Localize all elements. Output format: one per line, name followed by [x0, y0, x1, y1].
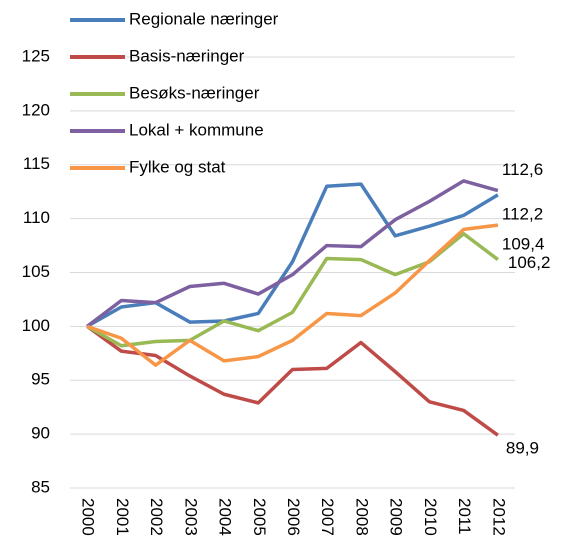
x-tick-label: 2006	[284, 498, 303, 536]
y-tick-label: 115	[23, 154, 50, 173]
legend-label: Regionale næringer	[129, 9, 279, 28]
y-tick-label: 105	[22, 262, 50, 281]
data-label: 106,2	[508, 253, 551, 272]
y-tick-label: 100	[22, 316, 50, 335]
legend-label: Fylke og stat	[129, 157, 226, 176]
x-tick-label: 2000	[79, 498, 98, 536]
y-tick-label: 120	[22, 100, 50, 119]
legend-label: Basis-næringer	[129, 46, 245, 65]
data-label: 112,2	[502, 204, 543, 223]
data-label: 89,9	[506, 439, 539, 458]
series-line	[86, 231, 499, 348]
legend-label: Besøks-næringer	[129, 83, 260, 102]
x-tick-label: 2005	[250, 498, 269, 536]
x-tick-label: 2004	[216, 498, 235, 536]
y-tick-label: 85	[31, 477, 50, 496]
x-tick-label: 2010	[421, 498, 440, 536]
series-line	[86, 223, 499, 367]
legend-label: Lokal + kommune	[129, 120, 264, 139]
x-tick-label: 2009	[387, 498, 406, 536]
series-line	[86, 179, 499, 328]
y-tick-label: 90	[31, 424, 50, 443]
x-tick-label: 2008	[352, 498, 371, 536]
x-tick-label: 2003	[181, 498, 200, 536]
data-label: 112,6	[502, 160, 543, 179]
series-line	[86, 324, 499, 437]
data-label: 109,4	[502, 235, 545, 254]
y-tick-label: 125	[22, 46, 50, 65]
x-tick-label: 2002	[147, 498, 166, 536]
x-tick-label: 2011	[455, 498, 474, 535]
y-tick-label: 95	[31, 370, 50, 389]
x-tick-label: 2012	[489, 498, 508, 536]
y-tick-label: 110	[23, 208, 50, 227]
x-tick-label: 2007	[318, 498, 337, 536]
x-tick-label: 2001	[113, 498, 132, 536]
